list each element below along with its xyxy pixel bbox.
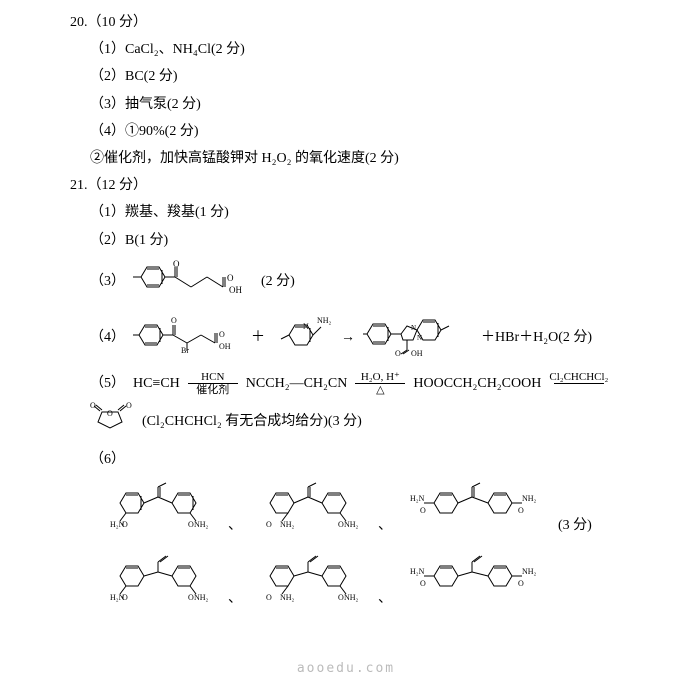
isomer-6: H₂N O O NH₂ [410,548,540,611]
svg-text:O: O [126,402,132,410]
svg-text:O: O [395,349,401,356]
svg-text:O: O [420,506,426,515]
q20-item-2: （2）BC(2 分) [30,64,662,89]
q20-item-1: （1）CaCl₂、NH₄Cl(2 分) [30,37,662,62]
svg-text:OH: OH [411,349,423,356]
svg-text:O: O [266,593,272,602]
q21-item-2: （2）B(1 分) [30,228,662,253]
q20-4b-num: ② [90,151,104,166]
svg-text:O: O [227,273,234,283]
q21-6-score: (3 分) [558,513,592,538]
svg-text:O: O [122,520,128,529]
q21-2-text: B(1 分) [125,233,168,248]
isomer-5: ONH₂ONH₂ [260,548,360,611]
svg-text:OH: OH [219,342,231,351]
q20-4a-text: 90%(2 分) [139,124,199,139]
q20-2-num: （2） [90,69,125,84]
svg-text:N: N [303,322,309,331]
svg-text:NH₂: NH₂ [344,520,359,529]
q20-3-text: 抽气泵(2 分) [125,97,201,112]
q21-4-num: （4） [90,325,125,350]
q21-part6-grid: H₂NOONH₂ 、 ONH₂ONH₂ 、 H₂NOONH₂ (3 分) H₂N… [30,475,662,611]
svg-text:O: O [266,520,272,529]
q21-2-num: （2） [90,233,125,248]
molecule-anhydride: O O O [90,402,134,441]
svg-text:Br: Br [181,346,189,353]
q21-5-line2-suffix: (Cl₂CHCHCl₂ 有无合成均给分)(3 分) [142,409,362,434]
arrow-1-bot: 催化剂 [196,384,229,396]
q21-header: 21.（12 分） [30,173,662,198]
svg-text:O: O [219,330,225,339]
q20-3-num: （3） [90,97,125,112]
svg-text:NH₂: NH₂ [280,520,295,529]
q21-5-start: HC≡CH [133,371,180,396]
molecule-ketone-acid: O O OH [133,259,253,304]
svg-text:H₂N: H₂N [410,567,425,576]
svg-text:O: O [420,579,426,588]
svg-text:N: N [411,324,416,332]
arrow-1-top: HCN [201,371,224,383]
arrow-1: HCN 催化剂 [188,371,238,396]
q21-part5-line2: O O O (Cl₂CHCHCl₂ 有无合成均给分)(3 分) [30,402,662,441]
svg-text:NH₂: NH₂ [194,520,209,529]
arrow-2-bot: △ [376,384,384,396]
svg-text:NH₂: NH₂ [280,593,295,602]
reaction-arrow: → [341,325,355,350]
q20-4b-text: 催化剂，加快高锰酸钾对 H₂O₂ 的氧化速度(2 分) [104,151,399,166]
isomer-1: H₂NOONH₂ [110,475,210,538]
q20-item-4a: （4）①90%(2 分) [30,119,662,144]
molecule-product-fused: N N O OH [363,310,473,365]
q21-5-num: （5） [90,371,125,396]
q20-2-text: BC(2 分) [125,69,178,84]
watermark: aooedu.com [297,657,395,680]
q20-1-num: （1） [90,42,125,57]
q20-item-4b: ②催化剂，加快高锰酸钾对 H₂O₂ 的氧化速度(2 分) [30,146,662,171]
q21-1-text: 羰基、羧基(1 分) [125,205,229,220]
svg-text:O: O [107,409,113,418]
svg-text:O: O [122,593,128,602]
svg-text:NH₂: NH₂ [344,593,359,602]
svg-text:O: O [518,506,524,515]
molecule-bromo-ketoacid: O Br O OH [133,313,243,362]
q21-5-mid2: HOOCCH₂CH₂COOH [413,371,541,396]
isomer-3: H₂N O O NH₂ [410,475,540,538]
svg-text:NH₂: NH₂ [522,494,537,503]
svg-text:NH₂: NH₂ [194,593,209,602]
q20-1-text: CaCl₂、NH₄Cl(2 分) [125,42,245,57]
q20-4a-num: （4）① [90,124,139,139]
svg-text:NH₂: NH₂ [317,316,332,325]
q21-3-suffix: (2 分) [261,269,295,294]
q21-5-mid1: NCCH₂—CH₂CN [246,371,348,396]
q21-4-products: ＋HBr＋H₂O(2 分) [481,325,592,350]
q21-part3: （3） O O OH (2 分) [30,259,662,304]
plus-sign-1: ＋ [251,325,265,350]
svg-text:NH₂: NH₂ [522,567,537,576]
molecule-aminopyridine: N NH₂ [273,311,333,364]
arrow-2-top: H₂O, H⁺ [361,371,400,383]
svg-text:OH: OH [229,285,242,295]
q21-part6-num: （6） [30,447,662,472]
q21-part4: （4） O Br O OH ＋ [30,310,662,365]
q21-3-num: （3） [90,269,125,294]
q20-item-3: （3）抽气泵(2 分) [30,92,662,117]
svg-text:N: N [417,334,422,342]
arrow-3: Cl₂CHCHCl₂ [549,371,608,396]
q21-item-1: （1）羰基、羧基(1 分) [30,200,662,225]
q20-header: 20.（10 分） [30,10,662,35]
isomer-2: ONH₂ONH₂ [260,475,360,538]
svg-text:H₂N: H₂N [410,494,425,503]
arrow-3-top: Cl₂CHCHCl₂ [549,371,608,383]
svg-text:O: O [171,316,177,325]
arrow-2: H₂O, H⁺ △ [355,371,405,396]
q21-part5-line1: （5） HC≡CH HCN 催化剂 NCCH₂—CH₂CN H₂O, H⁺ △ … [30,371,662,396]
q21-1-num: （1） [90,205,125,220]
svg-text:O: O [173,259,180,269]
isomer-4: H₂NOONH₂ [110,548,210,611]
svg-text:O: O [518,579,524,588]
svg-text:O: O [90,402,96,410]
